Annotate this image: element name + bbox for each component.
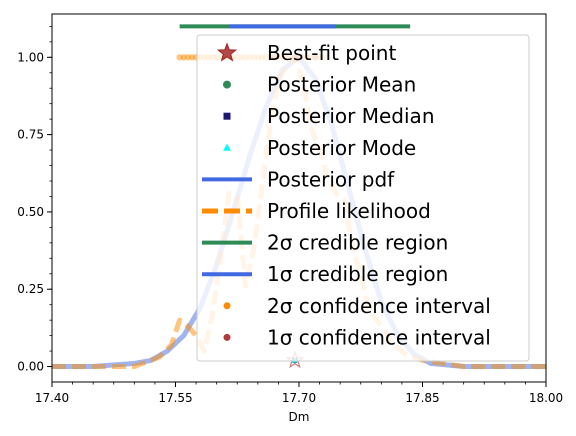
x-axis-label: Dm — [289, 410, 310, 424]
y-tick-label: 1.00 — [17, 50, 44, 64]
legend-posterior-mean-handle — [223, 80, 231, 89]
legend-box — [196, 34, 530, 362]
legend-posterior-mode-handle — [223, 143, 231, 151]
legend-label: Posterior pdf — [267, 167, 395, 191]
x-tick-label: 17.70 — [282, 391, 316, 405]
legend-label: Posterior Median — [267, 104, 435, 128]
legend-one-sigma-confidence-handle — [223, 333, 231, 341]
x-tick-label: 17.55 — [158, 391, 192, 405]
x-tick-label: 17.85 — [405, 391, 439, 405]
y-tick-label: 0.25 — [17, 282, 44, 296]
y-tick-label: 0.50 — [17, 205, 44, 219]
legend-best-fit-handle — [216, 42, 238, 62]
y-tick-label: 0.75 — [17, 128, 44, 142]
legend-label: Profile likelihood — [267, 199, 431, 223]
legend-label: 2σ confidence interval — [267, 294, 491, 318]
legend-label: 2σ credible region — [267, 231, 448, 255]
legend-posterior-median-handle — [223, 112, 231, 120]
legend-label: Posterior Mean — [267, 73, 416, 97]
legend-two-sigma-confidence-handle — [223, 302, 231, 310]
x-tick-label: 17.40 — [35, 391, 69, 405]
ticks-layer: 17.40 17.55 17.70 17.85 18.00 0.00 0.25 0.50 0.7… — [17, 25, 563, 405]
legend-label: Posterior Mode — [267, 136, 416, 160]
legend-label: 1σ credible region — [267, 262, 448, 286]
y-tick-label: 0.00 — [17, 360, 44, 374]
x-tick-label: 18.00 — [529, 391, 563, 405]
legend-label: 1σ confidence interval — [267, 325, 491, 349]
legend-label: Best-fit point — [267, 41, 396, 65]
legend: Best-fit point Posterior Mean Posterior Me… — [196, 34, 530, 362]
